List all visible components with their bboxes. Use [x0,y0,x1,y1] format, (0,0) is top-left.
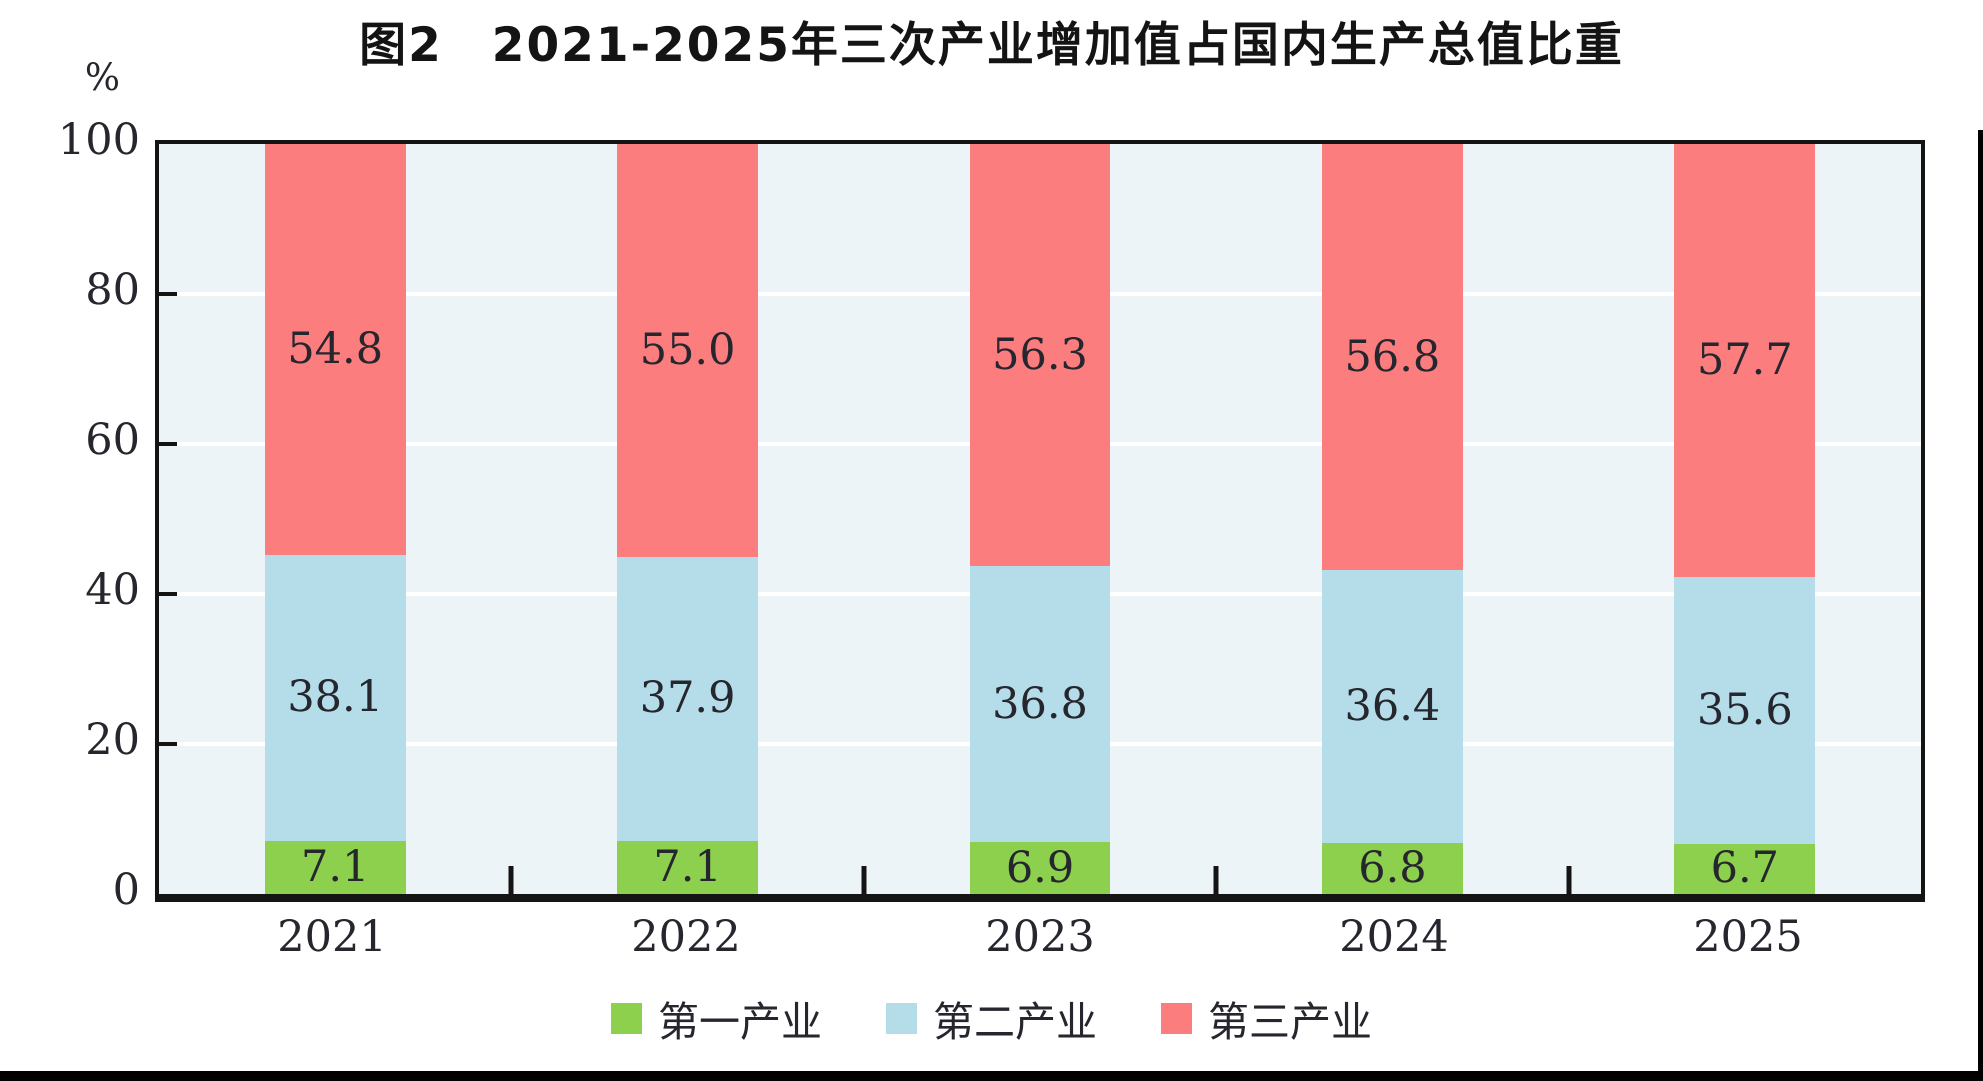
legend: 第一产业 第二产业 第三产业 [0,988,1983,1048]
page-bottom-border [0,1071,1983,1081]
y-axis-label-0: 0 [112,865,140,915]
y-axis-tick-40 [159,592,177,596]
bar-segment-第一产业-2021: 7.1 [264,840,406,894]
category-column-2022: 55.0 37.9 7.1 [511,144,863,894]
x-axis-label-2022: 2022 [631,912,741,962]
y-axis-label-20: 20 [85,715,140,765]
bar-segment-第三产业-2022: 55.0 [617,144,759,557]
y-axis-label-40: 40 [85,565,140,615]
stacked-bar-2021: 54.8 38.1 7.1 [264,144,406,894]
bar-segment-第三产业-2021: 54.8 [264,144,406,555]
bar-segment-第一产业-2023: 6.9 [969,842,1111,894]
bar-segment-第二产业-2023: 36.8 [969,566,1111,843]
category-column-2021: 54.8 38.1 7.1 [159,144,511,894]
legend-swatch-icon [1161,1002,1192,1034]
bar-segment-第一产业-2022: 7.1 [617,840,759,894]
y-axis-label-100: 100 [57,115,140,165]
stacked-bar-2022: 55.0 37.9 7.1 [617,144,759,894]
stacked-bar-2025: 57.7 35.6 6.7 [1674,144,1816,894]
legend-label: 第一产业 [658,998,822,1046]
bar-segment-第三产业-2024: 56.8 [1321,144,1463,570]
stacked-bar-2024: 56.8 36.4 6.8 [1321,144,1463,894]
x-axis-tick-labels: 2021 2022 2023 2024 2025 [155,912,1925,972]
x-axis-boundary-tick-1 [508,866,514,894]
y-axis-unit-label: % [84,56,120,99]
y-axis-tick-80 [159,292,177,296]
x-axis-label-2025: 2025 [1693,912,1803,962]
legend-item-第一产业: 第一产业 [611,988,822,1048]
bar-segment-第二产业-2024: 36.4 [1321,570,1463,843]
category-column-2024: 56.8 36.4 6.8 [1216,144,1568,894]
x-axis-boundary-tick-3 [1213,866,1219,894]
legend-item-第二产业: 第二产业 [886,988,1097,1048]
bar-segment-第二产业-2025: 35.6 [1674,576,1816,844]
bar-segment-第一产业-2024: 6.8 [1321,843,1463,894]
y-axis-tick-20 [159,742,177,746]
bar-segment-第三产业-2023: 56.3 [969,144,1111,567]
bar-segment-第一产业-2025: 6.7 [1674,843,1816,894]
bar-segment-第三产业-2025: 57.7 [1674,144,1816,577]
category-column-2023: 56.3 36.8 6.9 [864,144,1216,894]
page-right-border [1978,130,1983,1081]
chart-title: 图2 2021-2025年三次产业增加值占国内生产总值比重 [359,18,1624,73]
legend-label: 第三产业 [1208,998,1372,1046]
legend-swatch-icon [886,1002,917,1034]
x-axis-label-2024: 2024 [1339,912,1449,962]
legend-swatch-icon [611,1002,642,1034]
x-axis-boundary-tick-2 [861,866,867,894]
x-axis-boundary-tick-4 [1566,866,1572,894]
y-axis-tick-60 [159,442,177,446]
x-axis-label-2023: 2023 [985,912,1095,962]
legend-item-第三产业: 第三产业 [1161,988,1372,1048]
y-axis-label-80: 80 [85,265,140,315]
bar-segment-第二产业-2021: 38.1 [264,555,406,841]
plot-area: 54.8 38.1 7.1 55.0 37.9 7.1 56.3 36.8 6.9 56.8 36.… [155,140,1925,902]
bar-columns: 54.8 38.1 7.1 55.0 37.9 7.1 56.3 36.8 6.9 56.8 36.… [159,144,1921,894]
x-axis-label-2021: 2021 [277,912,387,962]
bar-segment-第二产业-2022: 37.9 [617,556,759,841]
stacked-bar-2023: 56.3 36.8 6.9 [969,144,1111,894]
y-axis-label-60: 60 [85,415,140,465]
category-column-2025: 57.7 35.6 6.7 [1569,144,1921,894]
legend-label: 第二产业 [933,998,1097,1046]
